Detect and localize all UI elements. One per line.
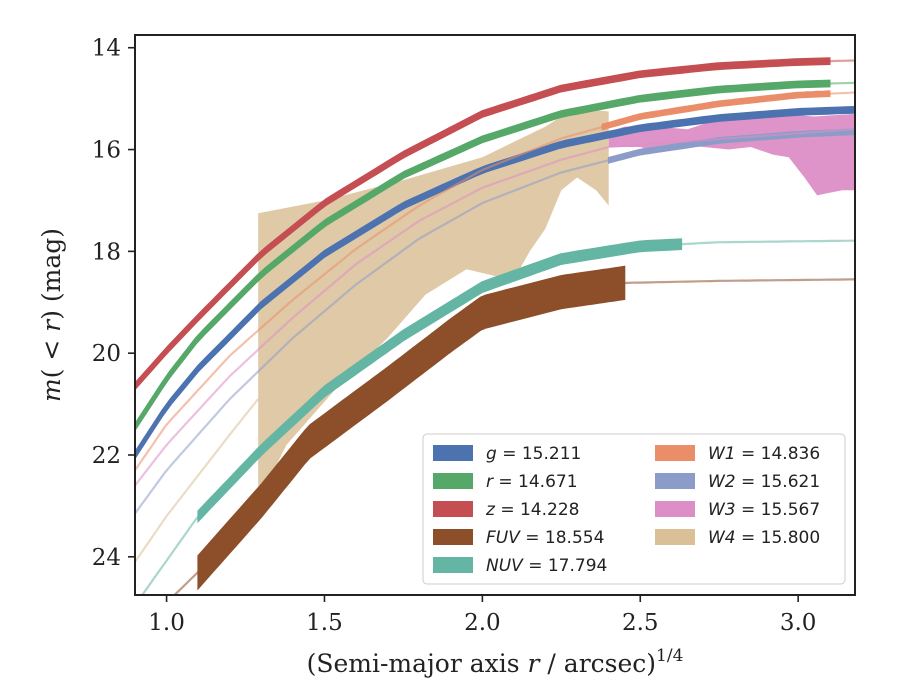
legend: g = 15.211 r = 14.671 z = 14.228 FUV = 18.5… — [422, 433, 846, 585]
legend-swatch-z — [433, 501, 473, 517]
series-band-fuv — [197, 265, 626, 591]
series-band-z — [135, 57, 831, 391]
x-tick-label: 1.0 — [148, 610, 185, 636]
y-tick-label: 22 — [92, 443, 121, 469]
plot-area — [135, 57, 855, 595]
x-tick-label: 2.5 — [622, 610, 659, 636]
legend-label-w1: W1 = 14.836 — [708, 444, 820, 464]
legend-swatch-r — [433, 473, 473, 489]
legend-swatch-g — [433, 445, 473, 461]
x-axis-label-exponent: 1/4 — [656, 646, 683, 666]
y-tick-label: 18 — [92, 239, 121, 265]
axis-ticks: 1.0 1.5 2.0 2.5 3.0 14 16 18 20 22 24 — [92, 36, 817, 636]
x-axis-label: (Semi-major axis r / arcsec)1/4 — [307, 646, 684, 678]
series-band-r — [135, 79, 831, 432]
x-tick-label: 3.0 — [780, 610, 817, 636]
legend-swatch-w3 — [655, 501, 695, 517]
y-axis-label: m( < r) (mag) — [37, 228, 66, 402]
series-band-g — [135, 105, 855, 460]
x-axis-label-main: (Semi-major axis — [307, 649, 528, 678]
legend-label-w4: W4 = 15.800 — [708, 528, 820, 548]
legend-label-w2: W2 = 15.621 — [708, 472, 820, 492]
y-tick-label: 14 — [92, 36, 121, 62]
legend-label-g: g = 15.211 — [486, 444, 581, 464]
legend-label-w3: W3 = 15.567 — [708, 500, 820, 520]
x-tick-label: 2.0 — [464, 610, 501, 636]
legend-label-fuv: FUV = 18.554 — [486, 528, 604, 548]
legend-swatch-nuv — [433, 557, 473, 573]
series-line-w3 — [135, 128, 855, 487]
legend-label-r: r = 14.671 — [486, 472, 578, 492]
y-tick-label: 16 — [92, 138, 121, 164]
series-line-w4 — [135, 398, 260, 563]
legend-swatch-w1 — [655, 445, 695, 461]
y-tick-label: 24 — [92, 545, 121, 571]
legend-label-nuv: NUV = 17.794 — [486, 556, 607, 576]
legend-swatch-w2 — [655, 473, 695, 489]
y-tick-label: 20 — [92, 341, 121, 367]
series-band-w1 — [601, 90, 831, 131]
legend-swatch-fuv — [433, 529, 473, 545]
legend-label-z: z = 14.228 — [485, 500, 579, 520]
x-tick-label: 1.5 — [306, 610, 343, 636]
legend-frame — [422, 433, 846, 585]
plot-frame — [134, 34, 856, 596]
legend-swatch-w4 — [655, 529, 695, 545]
series-band-nuv — [197, 238, 683, 524]
